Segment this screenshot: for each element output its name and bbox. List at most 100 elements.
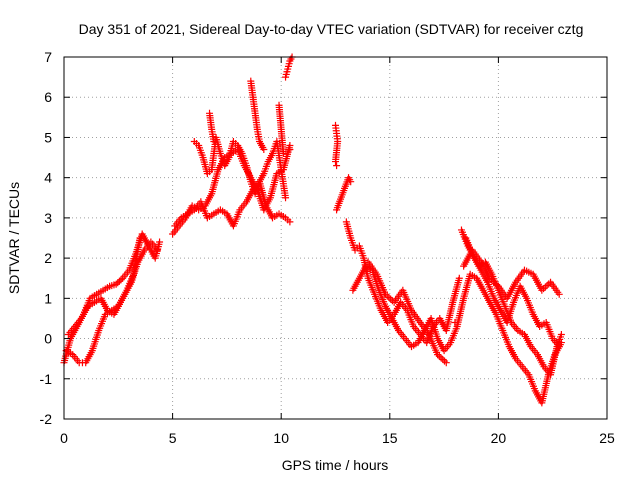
trace-mark — [548, 332, 556, 340]
trace-mark — [385, 294, 393, 302]
trace-mark — [255, 135, 263, 143]
trace-mark — [485, 296, 493, 304]
trace-mark — [102, 304, 110, 312]
trace-mark — [359, 252, 367, 260]
trace-mark — [136, 236, 144, 244]
trace-mark — [532, 349, 540, 357]
data-points — [60, 53, 565, 407]
trace-mark — [364, 272, 372, 280]
trace-mark — [83, 304, 91, 312]
trace-mark — [423, 329, 431, 337]
trace-mark — [476, 264, 484, 272]
trace-mark — [381, 300, 389, 308]
trace-mark — [114, 279, 122, 287]
trace-mark — [78, 359, 86, 367]
data-point — [442, 359, 450, 367]
series-arc-9 — [342, 218, 565, 379]
trace-mark — [242, 159, 250, 167]
trace-mark — [509, 301, 517, 309]
trace-mark — [259, 172, 267, 180]
trace-mark — [255, 180, 263, 188]
y-tick-label: 0 — [44, 331, 52, 347]
tick-labels: 0 5 10 15 20 25 -2 -1 0 1 2 3 4 5 6 7 — [40, 49, 615, 446]
trace-mark — [74, 357, 82, 365]
trace-mark — [97, 288, 105, 296]
trace-mark — [188, 207, 196, 215]
trace-mark — [100, 313, 108, 321]
y-tick-label: 7 — [44, 49, 52, 65]
trace-mark — [155, 240, 163, 248]
trace-mark — [541, 283, 549, 291]
trace-mark — [69, 325, 77, 332]
trace-mark — [122, 288, 130, 296]
trace-mark — [283, 68, 291, 76]
trace-mark — [263, 160, 271, 168]
y-axis-label: SDTVAR / TECUs — [6, 182, 22, 294]
trace-mark — [412, 340, 420, 348]
data-point — [286, 146, 294, 154]
trace-mark — [482, 276, 490, 284]
x-tick-label: 10 — [273, 430, 289, 446]
trace-mark — [354, 276, 362, 284]
trace-mark — [399, 333, 407, 341]
trace-mark — [517, 361, 525, 369]
series-arc-12 — [457, 226, 563, 351]
data-point — [451, 318, 459, 326]
trace-mark — [272, 172, 280, 180]
trace-mark — [115, 300, 123, 308]
trace-mark — [346, 232, 354, 240]
trace-mark — [281, 191, 289, 199]
trace-mark — [387, 295, 395, 303]
trace-mark — [504, 340, 512, 348]
trace-mark — [259, 144, 267, 151]
trace-mark — [433, 348, 441, 356]
trace-mark — [371, 268, 379, 276]
trace-mark — [251, 107, 259, 115]
trace-mark — [512, 325, 520, 332]
series-arc-2 — [62, 238, 161, 367]
trace-mark — [253, 123, 261, 131]
trace-mark — [554, 341, 562, 349]
trace-mark — [493, 281, 501, 289]
y-tick-label: 6 — [44, 89, 52, 105]
trace-mark — [393, 325, 401, 332]
trace-mark — [437, 354, 445, 362]
y-tick-label: 4 — [44, 170, 52, 186]
x-tick-label: 15 — [382, 430, 398, 446]
trace-mark — [452, 325, 460, 333]
series-arc-11 — [364, 246, 563, 367]
trace-mark — [463, 240, 471, 248]
trace-mark — [557, 333, 565, 341]
x-tick-label: 0 — [60, 430, 68, 446]
trace-mark — [539, 361, 547, 369]
trace-mark — [176, 216, 184, 224]
trace-mark — [523, 369, 531, 377]
trace-mark — [415, 316, 423, 324]
y-tick-label: 3 — [44, 210, 52, 226]
y-tick-label: 1 — [44, 290, 52, 306]
y-tick-label: 2 — [44, 250, 52, 266]
trace-mark — [284, 216, 292, 224]
trace-mark — [235, 208, 243, 216]
trace-mark — [522, 292, 530, 300]
trace-mark — [439, 355, 447, 363]
trace-mark — [471, 273, 479, 281]
trace-mark — [511, 280, 519, 288]
trace-mark — [261, 200, 269, 208]
trace-mark — [267, 152, 275, 160]
trace-mark — [527, 269, 535, 277]
x-axis-label: GPS time / hours — [282, 457, 389, 473]
trace-mark — [237, 148, 245, 156]
trace-mark — [279, 147, 287, 155]
trace-mark — [192, 139, 200, 147]
trace-mark — [528, 308, 536, 316]
trace-mark — [489, 292, 497, 300]
trace-mark — [207, 123, 215, 131]
trace-mark — [129, 272, 137, 280]
series-arc-8 — [332, 121, 355, 214]
trace-mark — [108, 309, 116, 317]
x-tick-label: 20 — [491, 430, 507, 446]
y-tick-label: -2 — [40, 411, 53, 427]
trace-mark — [407, 304, 415, 312]
